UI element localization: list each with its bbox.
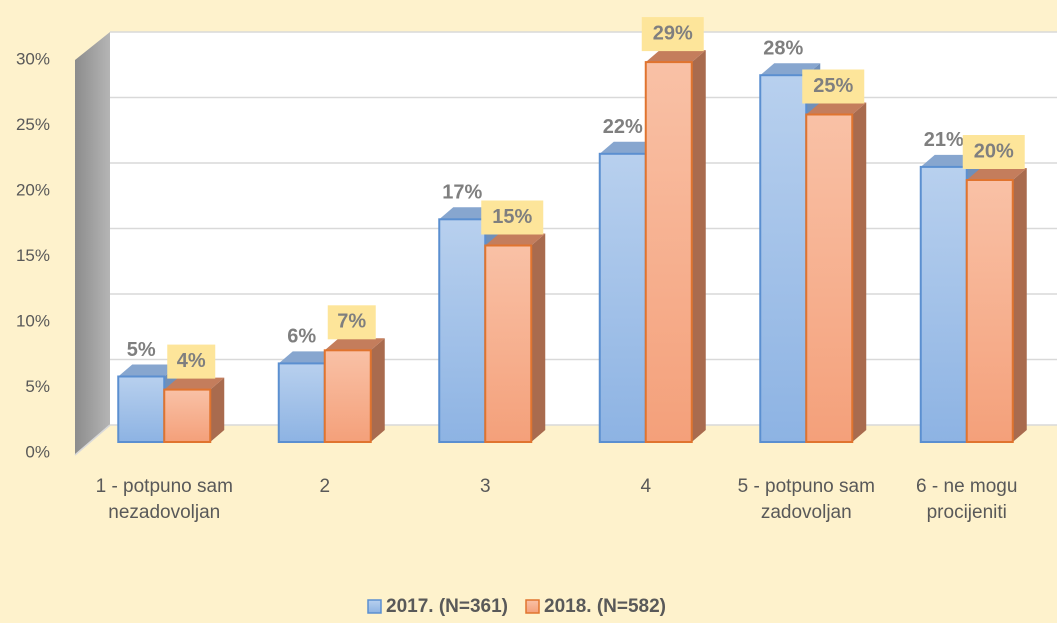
data-label: 28% bbox=[763, 37, 803, 59]
x-tick-label: 2 bbox=[319, 476, 331, 497]
bar-top bbox=[164, 377, 225, 390]
bar-top bbox=[118, 364, 179, 377]
bar-top bbox=[324, 338, 385, 351]
data-label: 17% bbox=[442, 182, 482, 204]
bar bbox=[117, 375, 166, 443]
bar-side bbox=[370, 338, 385, 442]
legend-label: 2018. (N=582) bbox=[544, 596, 666, 617]
bar bbox=[759, 74, 808, 443]
data-label: 7% bbox=[337, 311, 366, 333]
y-tick-label: 20% bbox=[16, 180, 50, 199]
legend-swatch bbox=[525, 599, 540, 614]
data-label-box bbox=[641, 17, 704, 52]
data-label: 6% bbox=[287, 326, 316, 348]
data-label-box bbox=[167, 344, 216, 379]
data-label-box bbox=[802, 69, 865, 104]
bar bbox=[805, 113, 854, 443]
bar-top bbox=[806, 102, 867, 115]
bar bbox=[438, 218, 487, 443]
legend-swatch bbox=[367, 599, 382, 614]
data-label-box bbox=[962, 135, 1025, 169]
y-tick-label: 30% bbox=[16, 49, 50, 68]
bar-side bbox=[852, 102, 867, 442]
bar bbox=[323, 349, 372, 443]
y-tick-label: 0% bbox=[25, 442, 50, 461]
x-tick-label: 5 - potpuno sam zadovoljan bbox=[737, 476, 875, 523]
data-label-box bbox=[481, 200, 544, 235]
bar-side bbox=[531, 233, 546, 442]
y-tick-label: 5% bbox=[25, 377, 50, 396]
bar-top bbox=[966, 168, 1027, 180]
y-tick-label: 25% bbox=[16, 115, 50, 134]
bar-top bbox=[645, 50, 706, 63]
bar-side bbox=[691, 50, 706, 442]
bar bbox=[598, 152, 647, 444]
data-label: 15% bbox=[492, 206, 532, 228]
bar bbox=[484, 244, 533, 443]
bar bbox=[965, 179, 1014, 443]
bar-side bbox=[1012, 168, 1027, 442]
bar bbox=[644, 61, 693, 443]
data-label: 22% bbox=[603, 116, 643, 138]
bar-top bbox=[485, 233, 546, 246]
data-label: 25% bbox=[813, 75, 853, 97]
bar bbox=[277, 362, 326, 443]
x-tick-label: 6 - ne mogu procijeniti bbox=[916, 476, 1018, 523]
floor-edge bbox=[74, 424, 111, 456]
bar-side bbox=[210, 377, 225, 442]
y-tick-label: 15% bbox=[16, 246, 50, 265]
data-label-box bbox=[327, 305, 376, 340]
side-wall bbox=[75, 32, 110, 455]
legend-label: 2017. (N=361) bbox=[386, 596, 508, 617]
data-label: 20% bbox=[974, 140, 1014, 162]
y-tick-label: 10% bbox=[16, 311, 50, 330]
data-label: 21% bbox=[924, 129, 964, 151]
data-label: 29% bbox=[653, 22, 693, 44]
bar bbox=[163, 388, 212, 444]
data-label: 5% bbox=[127, 339, 156, 361]
bar bbox=[919, 165, 968, 443]
x-tick-label: 3 bbox=[479, 476, 491, 497]
data-label: 4% bbox=[177, 350, 206, 372]
x-tick-label: 1 - potpuno sam nezadovoljan bbox=[95, 476, 233, 523]
x-tick-label: 4 bbox=[640, 476, 652, 497]
